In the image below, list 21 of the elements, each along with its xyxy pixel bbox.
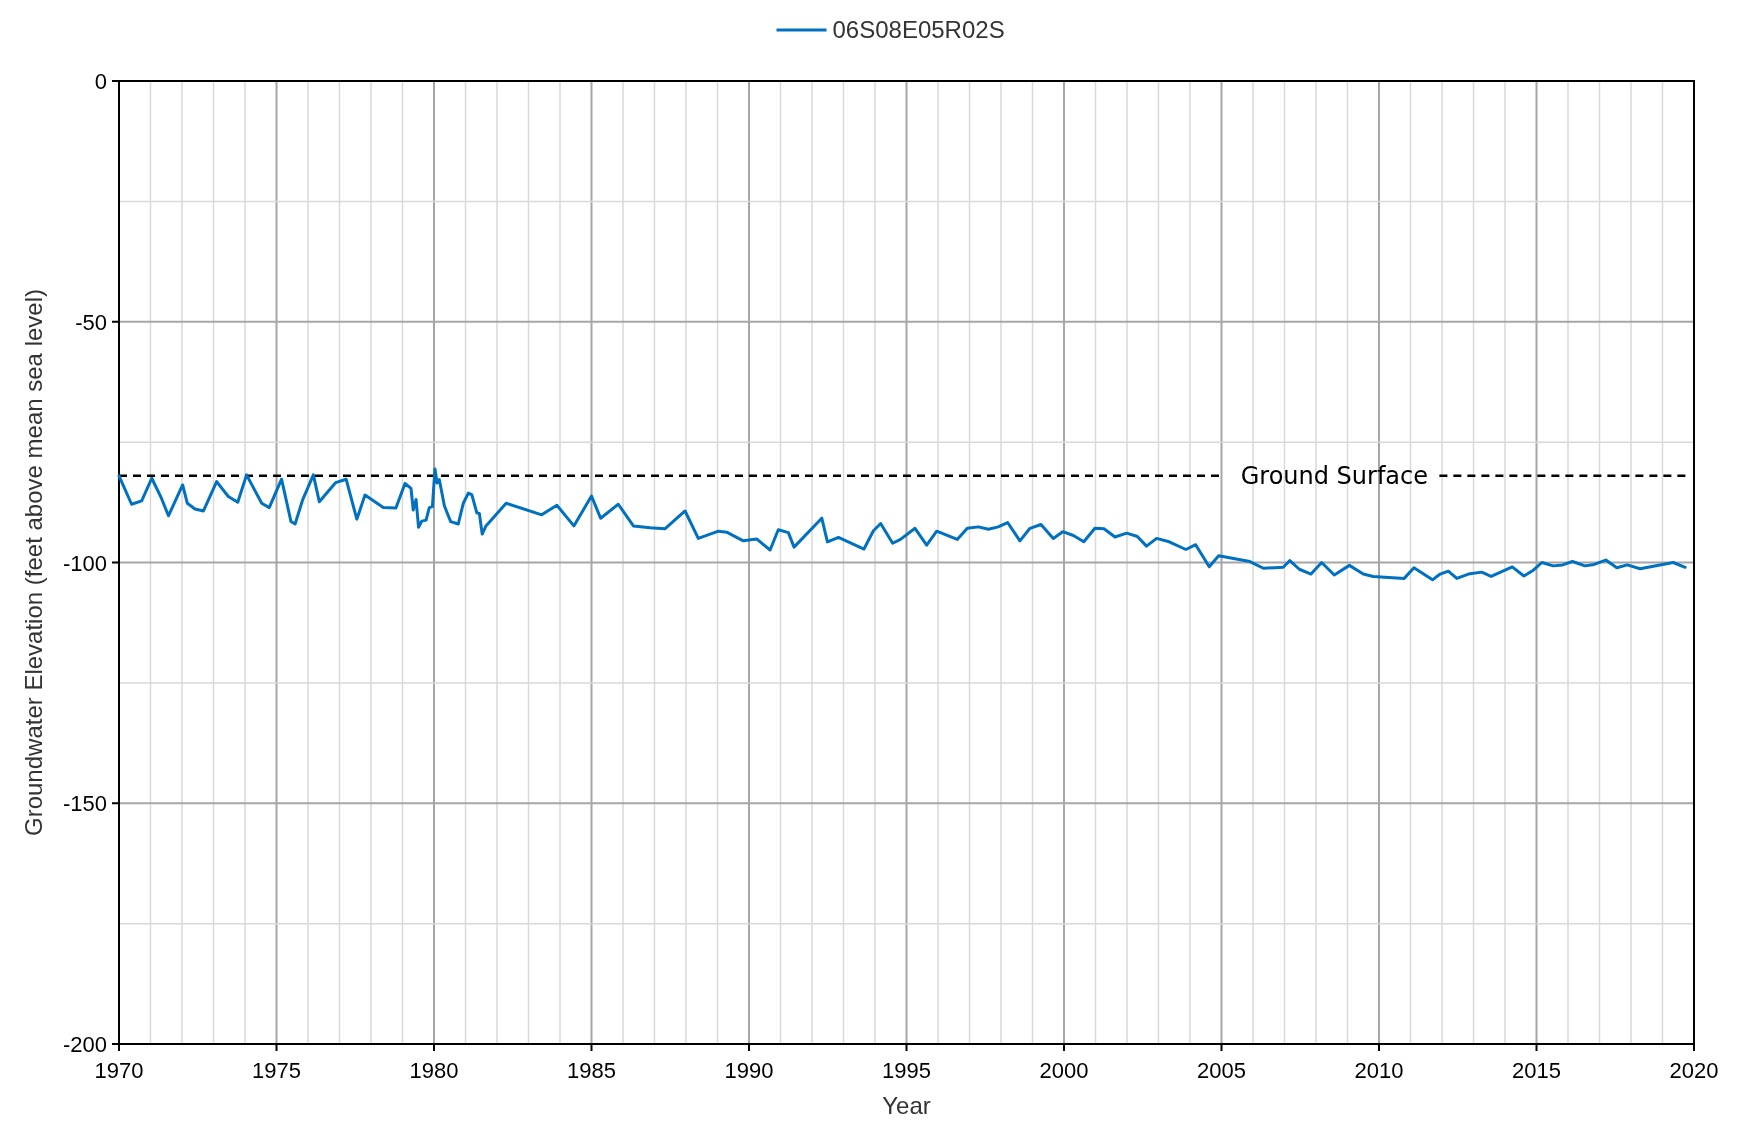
x-tick-label: 2000	[1039, 1058, 1089, 1083]
x-tick-label: 1990	[724, 1058, 774, 1083]
x-tick-label: 1980	[409, 1058, 459, 1083]
x-tick-label: 2015	[1512, 1058, 1561, 1083]
x-tick-label: 2005	[1197, 1058, 1246, 1083]
x-tick-label: 1995	[882, 1058, 931, 1083]
x-tick-label: 1985	[567, 1058, 616, 1083]
x-axis-title: Year	[882, 1092, 931, 1119]
y-axis-title: Groundwater Elevation (feet above mean sea level)	[20, 289, 47, 836]
x-tick-label: 1975	[252, 1058, 301, 1083]
y-tick-label: 0	[94, 69, 107, 94]
y-tick-label: -50	[75, 309, 107, 335]
line-series	[117, 467, 1687, 582]
y-tick-label: -150	[62, 791, 107, 817]
x-tick-label: 1970	[94, 1058, 144, 1083]
y-tick-label: -200	[62, 1032, 107, 1057]
legend-label: 06S08E05R02S	[832, 16, 1005, 43]
x-tick-label: 2020	[1669, 1058, 1719, 1083]
ref-line-label: Ground Surface	[1240, 461, 1429, 490]
x-tick-label: 2010	[1354, 1058, 1404, 1083]
y-tick-label: -100	[62, 550, 107, 576]
